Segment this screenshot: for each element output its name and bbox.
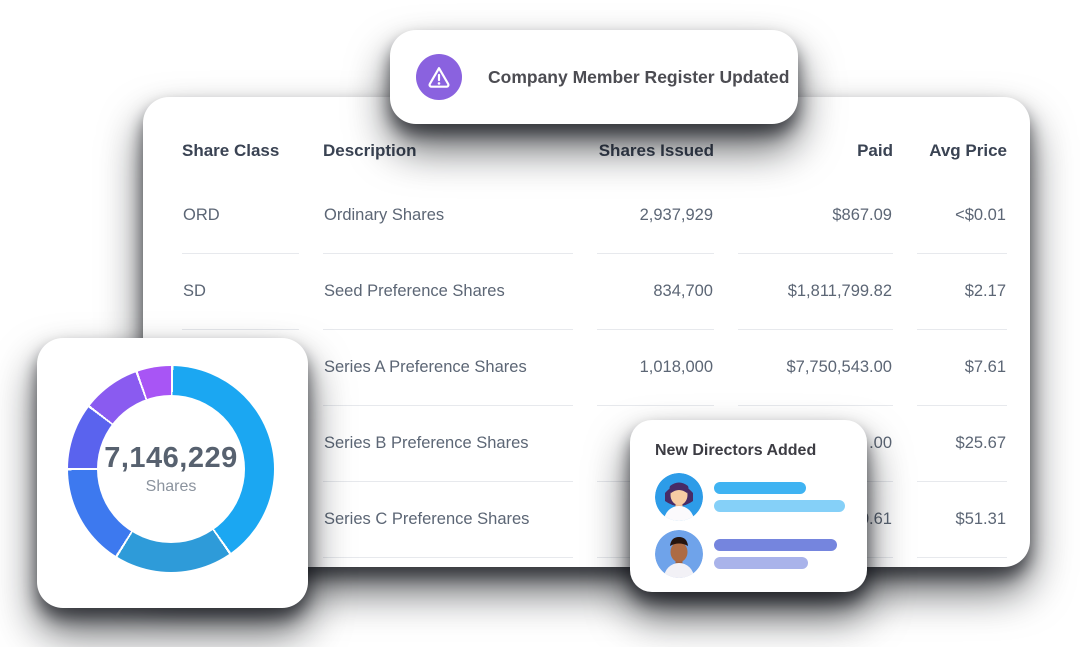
cell-paid: $1,811,799.82 bbox=[738, 254, 893, 330]
cell-description: Series B Preference Shares bbox=[323, 406, 573, 482]
cell-description: Series A Preference Shares bbox=[323, 330, 573, 406]
table-header-row: Share Class Description Shares Issued Pa… bbox=[182, 97, 1007, 178]
cell-avg-price: $2.17 bbox=[917, 254, 1007, 330]
toast-notification: Company Member Register Updated bbox=[390, 30, 798, 124]
cell-share-class: ORD bbox=[182, 178, 299, 254]
cell-description: Series C Preference Shares bbox=[323, 482, 573, 558]
donut-center: 7,146,229 Shares bbox=[97, 395, 245, 543]
skeleton-line bbox=[714, 539, 837, 551]
column-header-paid: Paid bbox=[857, 141, 893, 160]
cell-shares-issued: 1,018,000 bbox=[597, 330, 714, 406]
column-header-share-class: Share Class bbox=[182, 141, 280, 160]
column-header-avg-price: Avg Price bbox=[929, 141, 1007, 160]
column-header-description: Description bbox=[323, 141, 417, 160]
woman-avatar-icon bbox=[655, 473, 703, 521]
skeleton-line bbox=[714, 500, 845, 512]
column-header-shares-issued: Shares Issued bbox=[598, 141, 714, 160]
director-row bbox=[655, 473, 867, 521]
cell-avg-price: $7.61 bbox=[917, 330, 1007, 406]
cell-paid: $867.09 bbox=[738, 178, 893, 254]
table-row: ORD Ordinary Shares 2,937,929 $867.09 <$… bbox=[182, 178, 1007, 254]
cell-avg-price: <$0.01 bbox=[917, 178, 1007, 254]
skeleton-lines bbox=[714, 539, 837, 569]
new-directors-title: New Directors Added bbox=[655, 442, 817, 459]
cell-description: Seed Preference Shares bbox=[323, 254, 573, 330]
table-row: Series B Preference Shares .00 $25.67 bbox=[182, 406, 1007, 482]
total-shares-value: 7,146,229 bbox=[104, 442, 238, 474]
share-donut-card: 7,146,229 Shares bbox=[37, 338, 308, 608]
cell-shares-issued: 834,700 bbox=[597, 254, 714, 330]
toast-title: Company Member Register Updated bbox=[488, 66, 790, 87]
alert-triangle-icon bbox=[416, 54, 462, 100]
skeleton-line bbox=[714, 557, 808, 569]
director-row bbox=[655, 530, 867, 578]
cell-paid: $7,750,543.00 bbox=[738, 330, 893, 406]
skeleton-line bbox=[714, 482, 806, 494]
cell-description: Ordinary Shares bbox=[323, 178, 573, 254]
shares-donut-chart: 7,146,229 Shares bbox=[68, 366, 274, 572]
table-row: Series A Preference Shares 1,018,000 $7,… bbox=[182, 330, 1007, 406]
table-row: Series C Preference Shares 0.61 $51.31 bbox=[182, 482, 1007, 558]
skeleton-lines bbox=[714, 482, 845, 512]
share-register-table: Share Class Description Shares Issued Pa… bbox=[158, 97, 1031, 558]
cell-shares-issued: 2,937,929 bbox=[597, 178, 714, 254]
man-avatar-icon bbox=[655, 530, 703, 578]
cell-avg-price: $51.31 bbox=[917, 482, 1007, 558]
cell-avg-price: $25.67 bbox=[917, 406, 1007, 482]
cell-share-class: SD bbox=[182, 254, 299, 330]
new-directors-card: New Directors Added bbox=[630, 420, 867, 592]
total-shares-unit: Shares bbox=[145, 478, 197, 495]
table-row: SD Seed Preference Shares 834,700 $1,811… bbox=[182, 254, 1007, 330]
